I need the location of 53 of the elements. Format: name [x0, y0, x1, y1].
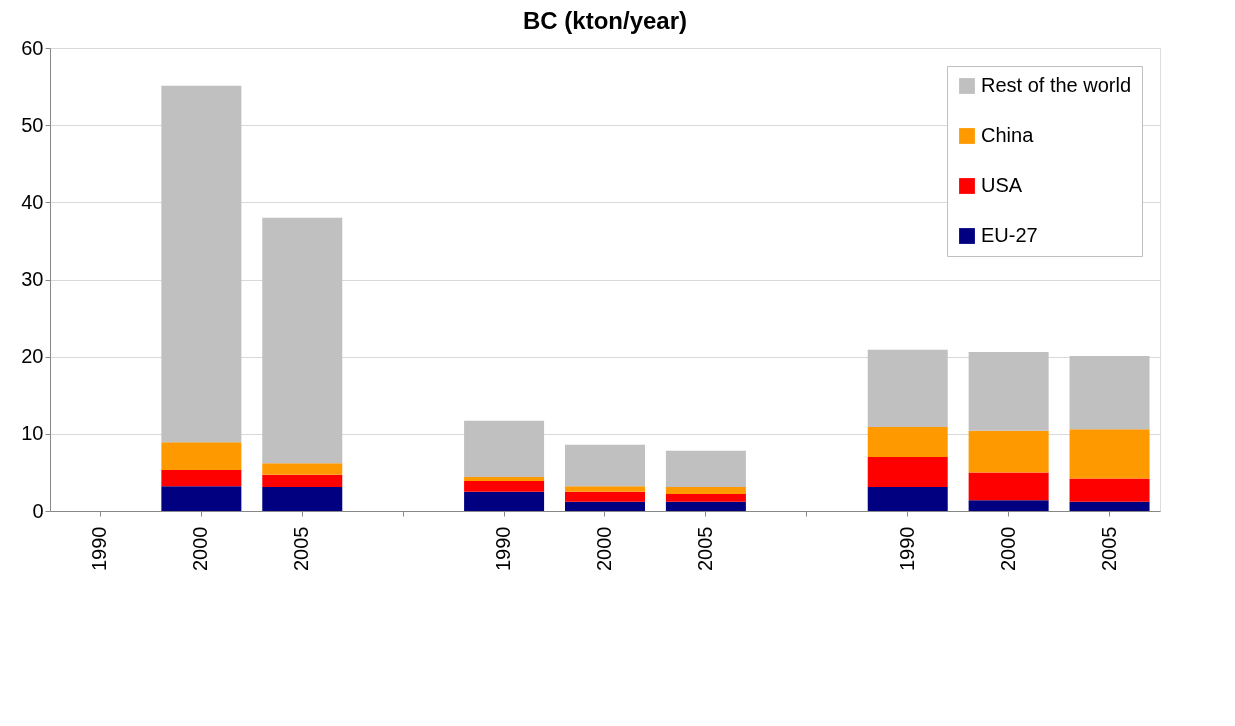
bar — [464, 477, 545, 481]
bar — [1069, 429, 1150, 479]
bar — [161, 85, 242, 443]
y-tick-label: 50 — [21, 113, 44, 136]
x-tick-label: 2000 — [996, 526, 1019, 571]
y-tick-label: 20 — [21, 345, 44, 368]
bar — [464, 420, 545, 478]
chart-title: BC (kton/year) — [522, 7, 688, 34]
x-tick-label: 2005 — [290, 526, 313, 571]
bar — [161, 442, 242, 471]
bar — [464, 480, 545, 492]
bar — [161, 486, 242, 511]
bar — [968, 500, 1049, 511]
bar — [262, 217, 343, 464]
y-tick-label: 40 — [21, 190, 44, 213]
bar — [968, 472, 1049, 501]
x-tick-label: 2005 — [1097, 526, 1120, 571]
bar — [464, 491, 545, 511]
y-tick-label: 60 — [21, 36, 44, 59]
bar — [665, 494, 746, 502]
bar — [262, 474, 343, 488]
bar — [867, 487, 948, 511]
bar — [867, 426, 948, 457]
x-tick-label: 1990 — [88, 526, 111, 571]
x-tick-label: 1990 — [492, 526, 515, 571]
bar — [262, 463, 343, 475]
bar — [565, 501, 645, 511]
x-tick-label: 1990 — [895, 526, 918, 571]
bar — [968, 430, 1049, 473]
legend-label: EU-27 — [981, 224, 1038, 246]
bar — [665, 501, 746, 511]
legend-label: USA — [981, 174, 1023, 196]
legend-label: Rest of the world — [981, 74, 1132, 96]
y-tick-label: 0 — [32, 499, 44, 522]
x-tick-label: 2000 — [189, 526, 212, 571]
bar — [665, 487, 746, 495]
x-tick-label: 2000 — [593, 526, 615, 571]
y-tick-label: 10 — [21, 422, 44, 445]
x-tick-label: 2005 — [693, 526, 716, 571]
bar — [161, 470, 242, 487]
bar — [1069, 478, 1150, 502]
bar — [565, 444, 645, 487]
y-tick-label: 30 — [21, 268, 44, 290]
bar — [1069, 355, 1150, 430]
bar — [1069, 501, 1150, 511]
legend-label: China — [981, 124, 1035, 146]
bar — [565, 486, 645, 492]
bar — [665, 450, 746, 488]
bar — [867, 349, 948, 427]
bar — [968, 352, 1049, 431]
bar — [867, 456, 948, 488]
bar — [565, 491, 645, 502]
bar — [262, 487, 343, 511]
